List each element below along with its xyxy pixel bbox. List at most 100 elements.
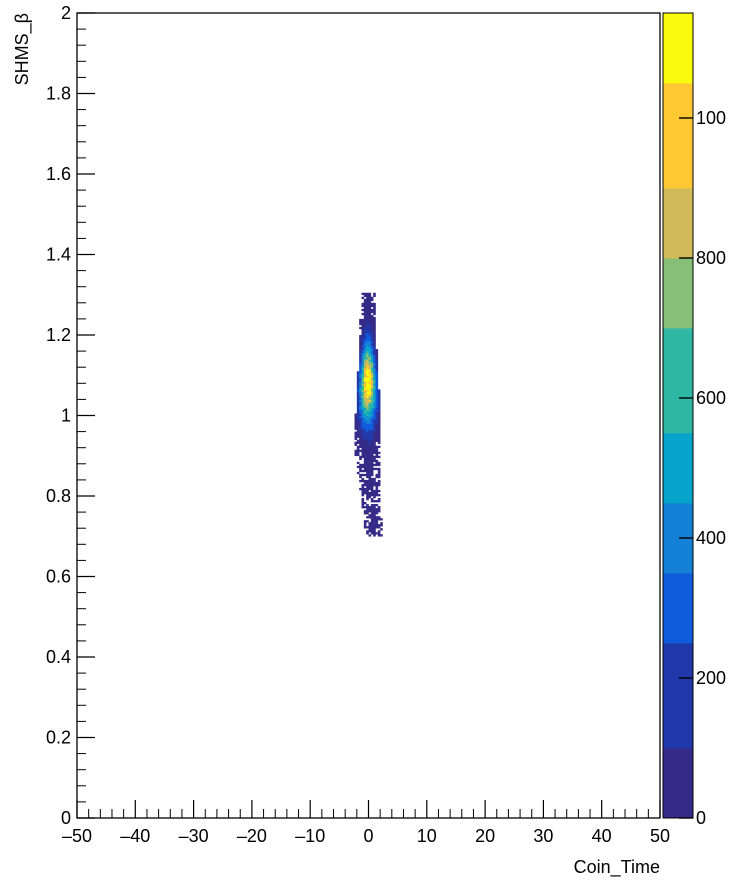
heatmap-cell bbox=[375, 353, 379, 356]
heatmap-cell bbox=[366, 377, 369, 380]
colorbar-band bbox=[663, 398, 693, 434]
heatmap-cell bbox=[361, 343, 365, 346]
colorbar-band bbox=[663, 748, 693, 784]
heatmap-cell bbox=[359, 361, 362, 364]
heatmap-cell bbox=[361, 395, 365, 398]
colorbar-band bbox=[663, 573, 693, 609]
heatmap-cell bbox=[370, 385, 374, 388]
heatmap-cell bbox=[354, 425, 358, 428]
heatmap-cell bbox=[366, 496, 369, 499]
heatmap-cell bbox=[377, 401, 381, 404]
heatmap-cell bbox=[359, 469, 362, 473]
heatmap-cell bbox=[363, 467, 367, 471]
heatmap-cell bbox=[377, 411, 381, 414]
heatmap-cell bbox=[366, 407, 369, 410]
heatmap-cell bbox=[363, 304, 367, 308]
heatmap-cell bbox=[361, 312, 365, 316]
heatmap-cell bbox=[366, 415, 369, 418]
heatmap-cell bbox=[359, 475, 362, 479]
heatmap-cell bbox=[354, 441, 358, 444]
heatmap-cell bbox=[377, 524, 381, 527]
heatmap-cell bbox=[373, 312, 376, 316]
heatmap-cell bbox=[366, 451, 369, 455]
heatmap-cell bbox=[370, 345, 374, 348]
heatmap-cell bbox=[359, 411, 362, 414]
heatmap-cell bbox=[375, 357, 379, 360]
heatmap-cell bbox=[368, 359, 372, 362]
heatmap-cell bbox=[366, 294, 369, 298]
heatmap-cell bbox=[375, 451, 379, 455]
heatmap-cell bbox=[370, 498, 374, 501]
heatmap-cell bbox=[370, 401, 374, 404]
heatmap-cell bbox=[366, 483, 369, 487]
colorbar-band bbox=[663, 643, 693, 679]
heatmap-cell bbox=[377, 463, 381, 467]
heatmap-cell bbox=[363, 419, 367, 422]
heatmap-cell bbox=[377, 534, 381, 537]
heatmap-cell bbox=[380, 534, 383, 537]
x-tick-label: –20 bbox=[237, 826, 267, 846]
heatmap-cell bbox=[363, 453, 367, 457]
heatmap-cell bbox=[366, 487, 369, 491]
colorbar-band bbox=[663, 153, 693, 189]
heatmap-cell bbox=[375, 387, 379, 390]
heatmap-cell bbox=[361, 351, 365, 354]
heatmap-cell bbox=[373, 411, 376, 414]
heatmap-cell bbox=[375, 391, 379, 394]
heatmap-cell bbox=[370, 407, 374, 410]
heatmap-cell bbox=[354, 437, 358, 440]
heatmap-cell bbox=[370, 473, 374, 477]
heatmap-cell bbox=[373, 389, 376, 392]
heatmap-cell bbox=[375, 433, 379, 436]
heatmap-cell bbox=[363, 491, 367, 495]
heatmap-cell bbox=[370, 324, 374, 328]
heatmap-cell bbox=[370, 298, 374, 302]
heatmap-cell bbox=[356, 449, 360, 453]
heatmap-cell bbox=[366, 393, 369, 396]
heatmap-cell bbox=[359, 385, 362, 388]
heatmap-cell bbox=[370, 359, 374, 362]
heatmap-cell bbox=[363, 510, 367, 513]
heatmap-cell bbox=[363, 345, 367, 348]
heatmap-cell bbox=[361, 479, 365, 483]
heatmap-cell bbox=[373, 496, 376, 499]
heatmap-cell bbox=[356, 389, 360, 392]
heatmap-cell bbox=[354, 421, 358, 424]
heatmap-cell bbox=[361, 469, 365, 473]
heatmap-cell bbox=[368, 318, 372, 322]
heatmap-cell bbox=[370, 530, 374, 533]
heatmap-cell bbox=[361, 451, 365, 455]
heatmap-cell bbox=[375, 473, 379, 477]
heatmap-cell bbox=[373, 326, 376, 330]
heatmap-cell bbox=[373, 306, 376, 310]
heatmap-cell bbox=[375, 453, 379, 457]
colorbar-band bbox=[663, 783, 693, 819]
heatmap-cell bbox=[359, 375, 362, 378]
heatmap-cell bbox=[370, 341, 374, 344]
heatmap-cell bbox=[359, 421, 362, 424]
heatmap-cell bbox=[366, 326, 369, 330]
heatmap-cell bbox=[361, 449, 365, 453]
heatmap-cell bbox=[366, 387, 369, 390]
heatmap-cell bbox=[363, 443, 367, 446]
heatmap-cell bbox=[370, 455, 374, 459]
heatmap-cell bbox=[356, 415, 360, 418]
heatmap-cell bbox=[366, 314, 369, 318]
heatmap-cell bbox=[368, 302, 372, 306]
heatmap-cell bbox=[359, 433, 362, 436]
heatmap-cell bbox=[370, 425, 374, 428]
heatmap-cell bbox=[363, 459, 367, 463]
heatmap-cell bbox=[370, 318, 374, 322]
heatmap-cell bbox=[361, 409, 365, 412]
heatmap-cell bbox=[366, 341, 369, 344]
heatmap-cell bbox=[366, 357, 369, 360]
heatmap-cell bbox=[373, 393, 376, 396]
heatmap-cell bbox=[363, 320, 367, 324]
heatmap-cell bbox=[363, 308, 367, 312]
heatmap-cell bbox=[359, 415, 362, 418]
heatmap-cell bbox=[356, 375, 360, 378]
heatmap-cell bbox=[361, 375, 365, 378]
heatmap-cell bbox=[366, 473, 369, 477]
heatmap-cell bbox=[375, 512, 379, 515]
heatmap-cell bbox=[361, 417, 365, 420]
